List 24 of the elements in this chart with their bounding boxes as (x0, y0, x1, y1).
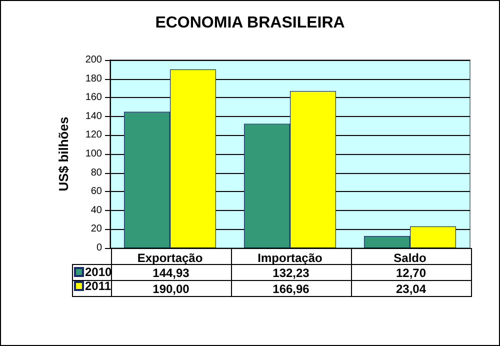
y-tick-label: 60 (90, 186, 102, 198)
data-label: 12,70 (351, 264, 471, 280)
y-tick-label: 180 (85, 73, 102, 84)
y-tick-label: 200 (85, 54, 102, 66)
data-label: 166,96 (231, 280, 351, 296)
data-label: 23,04 (351, 280, 471, 296)
y-tick-label: 100 (85, 148, 102, 160)
y-tick-label: 20 (90, 224, 102, 235)
legend-label: 2010 (85, 265, 112, 279)
y-axis-title: US$ bilhões (56, 116, 71, 192)
x-tick-label: Exportação (137, 251, 203, 265)
chart-title: ECONOMIA BRASILEIRA (155, 14, 346, 32)
data-label: 190,00 (111, 280, 231, 296)
y-tick-label: 120 (85, 130, 102, 141)
data-label: 132,23 (231, 264, 351, 280)
y-tick-label: 0 (96, 242, 102, 254)
y-tick-label: 140 (85, 110, 102, 122)
y-tick-label: 40 (90, 204, 102, 216)
y-tick-label: 160 (85, 92, 102, 104)
legend-label: 2011 (85, 279, 112, 293)
y-tick-label: 80 (90, 167, 102, 178)
x-tick-label: Saldo (394, 251, 426, 265)
data-label: 144,93 (111, 264, 231, 280)
x-tick-label: Importação (258, 251, 322, 265)
